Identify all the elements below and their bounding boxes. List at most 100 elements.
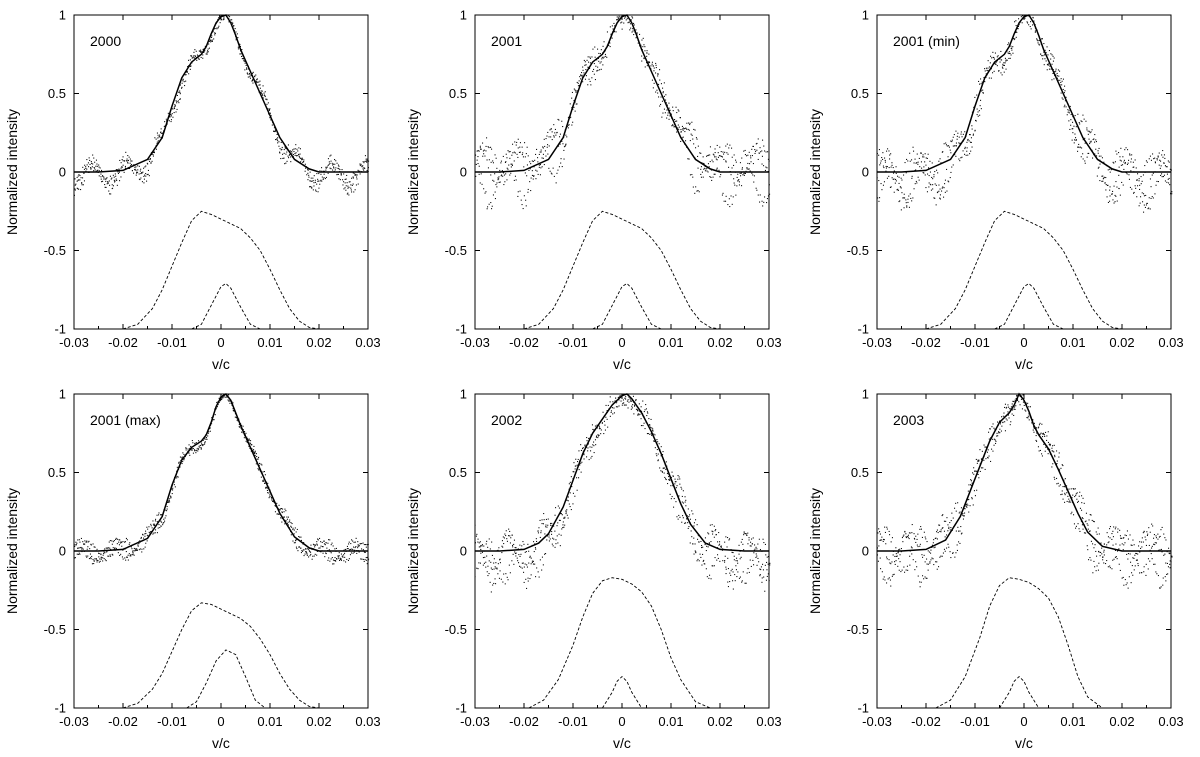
observed-point	[1083, 118, 1085, 120]
observed-point	[1161, 154, 1163, 156]
observed-point	[952, 552, 954, 554]
observed-point	[499, 559, 501, 561]
observed-point	[1102, 178, 1104, 180]
observed-point	[130, 164, 132, 166]
narrow-component-line	[191, 282, 261, 330]
observed-point	[918, 157, 920, 159]
observed-point	[115, 175, 117, 177]
observed-point	[78, 552, 80, 554]
observed-point	[236, 33, 238, 35]
observed-point	[86, 548, 88, 550]
observed-point	[476, 533, 478, 535]
observed-point	[1107, 201, 1109, 203]
observed-point	[738, 179, 740, 181]
observed-point	[1015, 405, 1017, 407]
observed-point	[493, 568, 495, 570]
observed-point	[298, 155, 300, 157]
observed-point	[905, 172, 907, 174]
observed-point	[1015, 36, 1017, 38]
observed-point	[171, 488, 173, 490]
observed-point	[1099, 555, 1101, 557]
observed-point	[727, 586, 729, 588]
observed-point	[90, 543, 92, 545]
observed-point	[207, 432, 209, 434]
observed-point	[711, 159, 713, 161]
observed-point	[208, 40, 210, 42]
observed-point	[228, 15, 230, 17]
observed-point	[530, 563, 532, 565]
observed-point	[80, 189, 82, 191]
observed-point	[199, 445, 201, 447]
observed-point	[294, 154, 296, 156]
observed-point	[357, 183, 359, 185]
observed-point	[726, 546, 728, 548]
observed-point	[621, 28, 623, 30]
observed-point	[358, 545, 360, 547]
observed-point	[525, 578, 527, 580]
observed-point	[310, 177, 312, 179]
observed-point	[1132, 539, 1134, 541]
observed-point	[565, 144, 567, 146]
observed-point	[1095, 570, 1097, 572]
observed-point	[954, 507, 956, 509]
observed-point	[577, 458, 579, 460]
observed-point	[317, 539, 319, 541]
observed-point	[198, 57, 200, 59]
observed-point	[937, 532, 939, 534]
observed-point	[750, 155, 752, 157]
observed-point	[880, 183, 882, 185]
observed-point	[541, 157, 543, 159]
observed-point	[284, 163, 286, 165]
observed-point	[687, 527, 689, 529]
observed-point	[81, 182, 83, 184]
observed-point	[683, 128, 685, 130]
observed-point	[888, 530, 890, 532]
observed-point	[345, 178, 347, 180]
observed-point	[336, 173, 338, 175]
observed-point	[1157, 538, 1159, 540]
observed-point	[199, 50, 201, 52]
y-tick-label: -1	[455, 322, 467, 337]
observed-point	[684, 522, 686, 524]
observed-point	[248, 440, 250, 442]
observed-point	[486, 137, 488, 139]
observed-point	[523, 543, 525, 545]
observed-point	[523, 195, 525, 197]
observed-point	[206, 51, 208, 53]
observed-point	[318, 173, 320, 175]
observed-point	[145, 532, 147, 534]
observed-point	[681, 488, 683, 490]
observed-point	[573, 462, 575, 464]
observed-point	[587, 447, 589, 449]
observed-point	[678, 128, 680, 130]
observed-point	[635, 408, 637, 410]
observed-point	[897, 175, 899, 177]
observed-point	[962, 133, 964, 135]
panel-title: 2002	[491, 412, 522, 428]
observed-point	[977, 473, 979, 475]
observed-point	[337, 167, 339, 169]
observed-point	[962, 513, 964, 515]
observed-point	[531, 561, 533, 563]
observed-point	[1064, 100, 1066, 102]
observed-point	[618, 399, 620, 401]
observed-point	[1042, 433, 1044, 435]
observed-point	[364, 167, 366, 169]
observed-point	[750, 545, 752, 547]
observed-point	[502, 536, 504, 538]
observed-point	[137, 544, 139, 546]
observed-point	[1048, 68, 1050, 70]
observed-point	[923, 531, 925, 533]
observed-point	[728, 539, 730, 541]
observed-point	[721, 156, 723, 158]
observed-point	[565, 511, 567, 513]
observed-point	[905, 569, 907, 571]
observed-point	[726, 152, 728, 154]
observed-point	[998, 431, 1000, 433]
observed-point	[97, 560, 99, 562]
observed-point	[346, 174, 348, 176]
observed-point	[529, 578, 531, 580]
observed-point	[913, 533, 915, 535]
observed-point	[668, 102, 670, 104]
observed-point	[250, 440, 252, 442]
